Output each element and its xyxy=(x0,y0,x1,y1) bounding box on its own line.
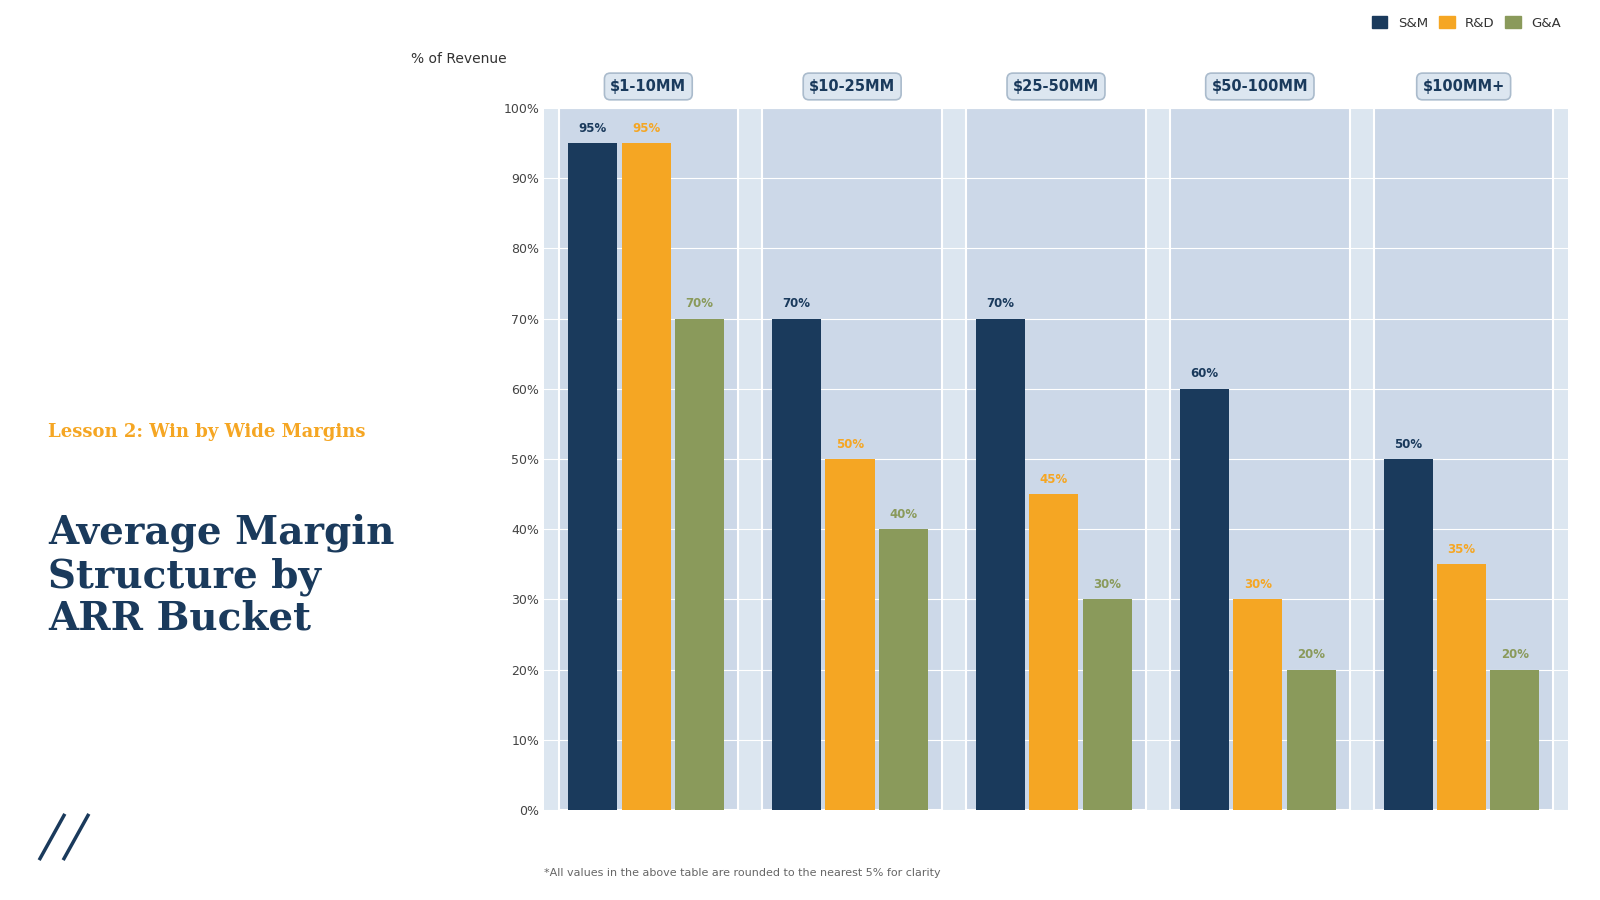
Text: $100MM+: $100MM+ xyxy=(1422,79,1504,94)
FancyBboxPatch shape xyxy=(762,108,942,810)
Text: 30%: 30% xyxy=(1243,578,1272,591)
Text: $25-50MM: $25-50MM xyxy=(1013,79,1099,94)
Bar xyxy=(675,319,725,810)
Legend: S&M, R&D, G&A: S&M, R&D, G&A xyxy=(1371,16,1562,30)
Text: Lesson 2: Win by Wide Margins: Lesson 2: Win by Wide Margins xyxy=(48,423,365,441)
Bar xyxy=(1179,389,1229,810)
Text: $50-100MM: $50-100MM xyxy=(1211,79,1309,94)
Bar xyxy=(1083,599,1131,810)
Bar xyxy=(1490,670,1539,810)
Text: Average Margin
Structure by
ARR Bucket: Average Margin Structure by ARR Bucket xyxy=(48,514,394,638)
Bar xyxy=(1286,670,1336,810)
Bar xyxy=(878,529,928,810)
Bar xyxy=(773,319,821,810)
Text: 30%: 30% xyxy=(1093,578,1122,591)
Text: *All values in the above table are rounded to the nearest 5% for clarity: *All values in the above table are round… xyxy=(544,868,941,878)
Text: 35%: 35% xyxy=(1448,543,1475,556)
Text: 60%: 60% xyxy=(1190,367,1218,381)
Bar xyxy=(976,319,1026,810)
Text: 70%: 70% xyxy=(987,297,1014,310)
Text: $10-25MM: $10-25MM xyxy=(810,79,896,94)
Bar xyxy=(1234,599,1282,810)
FancyBboxPatch shape xyxy=(1170,108,1350,810)
Text: $1-10MM: $1-10MM xyxy=(610,79,686,94)
Text: 20%: 20% xyxy=(1501,648,1530,662)
Text: 95%: 95% xyxy=(632,122,661,135)
Text: 45%: 45% xyxy=(1040,472,1067,486)
Text: 50%: 50% xyxy=(1394,437,1422,451)
Bar xyxy=(622,143,670,810)
Bar xyxy=(568,143,618,810)
Text: 40%: 40% xyxy=(890,508,917,521)
Bar xyxy=(826,459,875,810)
Text: 50%: 50% xyxy=(835,437,864,451)
Text: 20%: 20% xyxy=(1298,648,1325,662)
FancyBboxPatch shape xyxy=(558,108,738,810)
Bar xyxy=(1437,564,1486,810)
Text: 70%: 70% xyxy=(685,297,714,310)
FancyBboxPatch shape xyxy=(1374,108,1554,810)
Bar xyxy=(1029,494,1078,810)
FancyBboxPatch shape xyxy=(966,108,1146,810)
Bar xyxy=(1384,459,1432,810)
Text: 95%: 95% xyxy=(579,122,606,135)
Text: % of Revenue: % of Revenue xyxy=(411,52,507,66)
Text: 70%: 70% xyxy=(782,297,811,310)
